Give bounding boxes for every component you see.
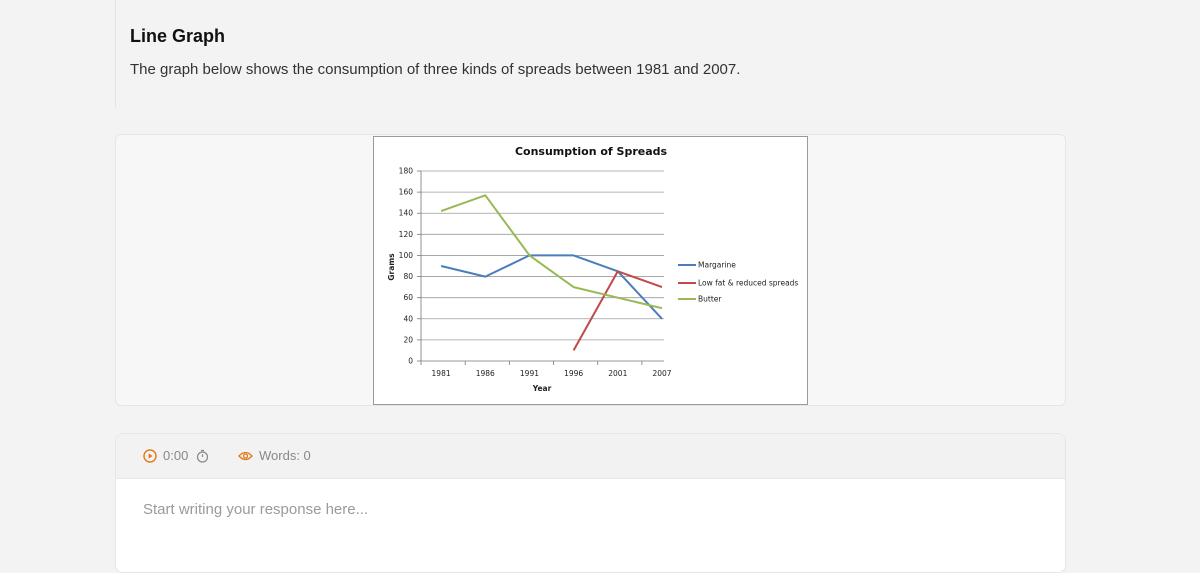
play-circle-icon[interactable] [143,448,157,463]
series-line-2 [440,194,663,310]
y-tick-label: 180 [399,167,414,176]
chart-axes: 0 20 40 60 80 100 120 140 160 180 1981 1986 1991 1996… [399,167,672,379]
y-tick-label: 40 [403,314,413,323]
response-editor: 0:00 Words: 0 [115,433,1066,573]
legend-label: Margarine [698,261,736,270]
x-tick-label: 1996 [564,369,583,378]
legend-label: Low fat & reduced spreads [698,279,798,288]
task-header: Line Graph The graph below shows the con… [115,0,1066,107]
word-count-label: Words: 0 [259,448,311,463]
task-description: The graph below shows the consumption of… [130,61,741,78]
y-tick-label: 20 [403,335,413,344]
task-title: Line Graph [130,26,226,46]
response-input[interactable] [116,479,1065,572]
y-tick-label: 0 [408,357,413,366]
chart-title: Consumption of Spreads [515,145,668,158]
y-tick-label: 60 [403,293,413,302]
x-axis-label: Year [532,384,552,393]
series-line-0 [440,254,663,320]
series-line-1 [572,270,663,351]
legend-label: Butter [698,295,722,304]
chart-image: Consumption of Spreads 0 20 40 60 80 100 120 14… [373,136,808,405]
y-tick-label: 160 [399,188,414,197]
chart-series [440,194,663,351]
timer-value: 0:00 [163,448,189,463]
chart-legend: Margarine Low fat & reduced spreads Butter [678,261,798,304]
y-axis-label: Grams [387,253,396,281]
editor-toolbar: 0:00 Words: 0 [116,434,1065,479]
chart-grid [421,170,664,341]
y-tick-label: 120 [399,230,414,239]
x-tick-label: 2007 [652,369,671,378]
x-tick-label: 1986 [476,369,495,378]
x-tick-label: 1981 [432,369,451,378]
eye-icon[interactable] [238,450,253,462]
word-count: Words: 0 [238,448,311,463]
line-chart: Consumption of Spreads 0 20 40 60 80 100 120 14… [387,145,798,393]
stopwatch-icon [197,449,209,463]
y-tick-label: 80 [403,272,413,281]
y-tick-label: 140 [399,209,414,218]
y-tick-label: 100 [399,251,414,260]
x-tick-label: 2001 [608,369,627,378]
timer: 0:00 [143,448,209,463]
x-tick-label: 1991 [520,369,539,378]
